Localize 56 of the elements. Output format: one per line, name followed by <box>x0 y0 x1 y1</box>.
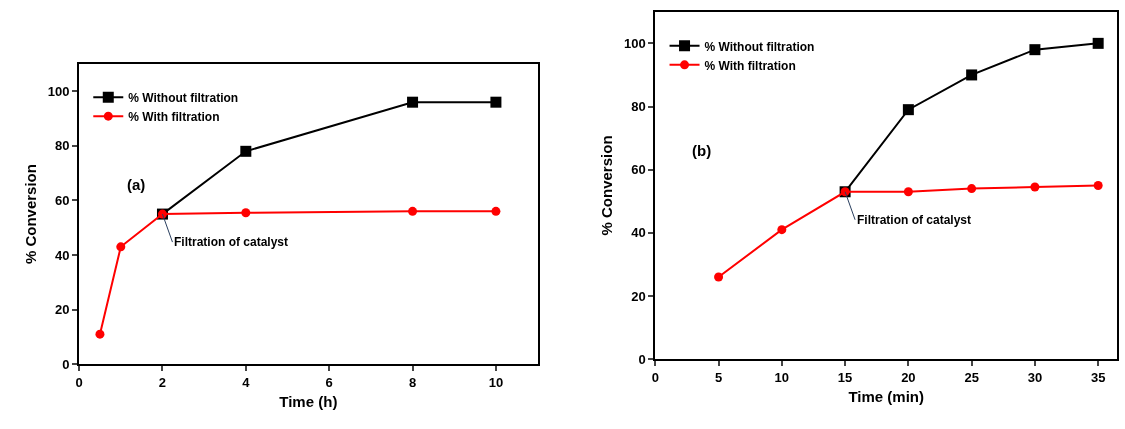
y-tick-label: 40 <box>55 247 70 263</box>
point <box>240 145 252 157</box>
legend-label: % With filtration <box>704 58 796 73</box>
legend-label: % With filtration <box>128 109 220 124</box>
point <box>95 329 105 339</box>
y-axis-title: % Conversion <box>21 164 39 265</box>
x-tick-label: 20 <box>901 369 916 385</box>
point <box>408 206 418 216</box>
x-tick-label: 35 <box>1090 369 1106 385</box>
x-tick-label: 6 <box>325 374 333 390</box>
point <box>777 225 787 235</box>
x-tick-label: 0 <box>75 374 83 390</box>
point <box>116 242 126 252</box>
annotation: (b) <box>692 142 712 159</box>
x-tick-label: 5 <box>714 369 723 385</box>
y-tick-label: 0 <box>638 351 646 367</box>
y-tick-label: 20 <box>55 302 70 318</box>
x-tick-label: 8 <box>408 374 417 390</box>
x-tick-label: 10 <box>488 374 504 390</box>
y-tick-label: 60 <box>631 162 646 178</box>
x-tick-label: 0 <box>651 369 659 385</box>
point <box>714 272 724 282</box>
x-tick-label: 10 <box>774 369 790 385</box>
y-tick-label: 20 <box>631 288 646 304</box>
x-tick-label: 25 <box>964 369 979 385</box>
x-axis-title: Time (min) <box>848 388 925 406</box>
x-tick-label: 30 <box>1027 369 1043 385</box>
y-tick-label: 100 <box>624 35 646 51</box>
annotation: Filtration of catalyst <box>857 213 972 227</box>
y-tick-label: 100 <box>47 83 70 99</box>
point <box>903 187 913 197</box>
y-axis-title: % Conversion <box>597 135 615 236</box>
point <box>1030 182 1040 192</box>
point <box>1029 44 1041 56</box>
point <box>967 184 977 194</box>
y-tick-label: 80 <box>631 99 646 115</box>
point <box>966 69 978 81</box>
y-tick-label: 60 <box>55 192 70 208</box>
x-tick-label: 15 <box>837 369 853 385</box>
point <box>491 206 501 216</box>
point <box>902 104 914 116</box>
point <box>490 96 502 108</box>
annotation: Filtration of catalyst <box>174 235 289 249</box>
y-tick-label: 40 <box>631 225 646 241</box>
x-tick-label: 2 <box>158 374 167 390</box>
y-tick-label: 0 <box>62 356 70 372</box>
x-axis-title: Time (h) <box>279 393 338 411</box>
point <box>1092 37 1104 49</box>
point <box>241 208 251 218</box>
legend-label: % Without filtration <box>128 90 239 105</box>
annotation: (a) <box>127 176 146 193</box>
point <box>407 96 419 108</box>
point <box>1093 180 1103 190</box>
x-tick-label: 4 <box>242 374 251 390</box>
y-tick-label: 80 <box>55 138 70 154</box>
legend-label: % Without filtration <box>704 39 815 54</box>
